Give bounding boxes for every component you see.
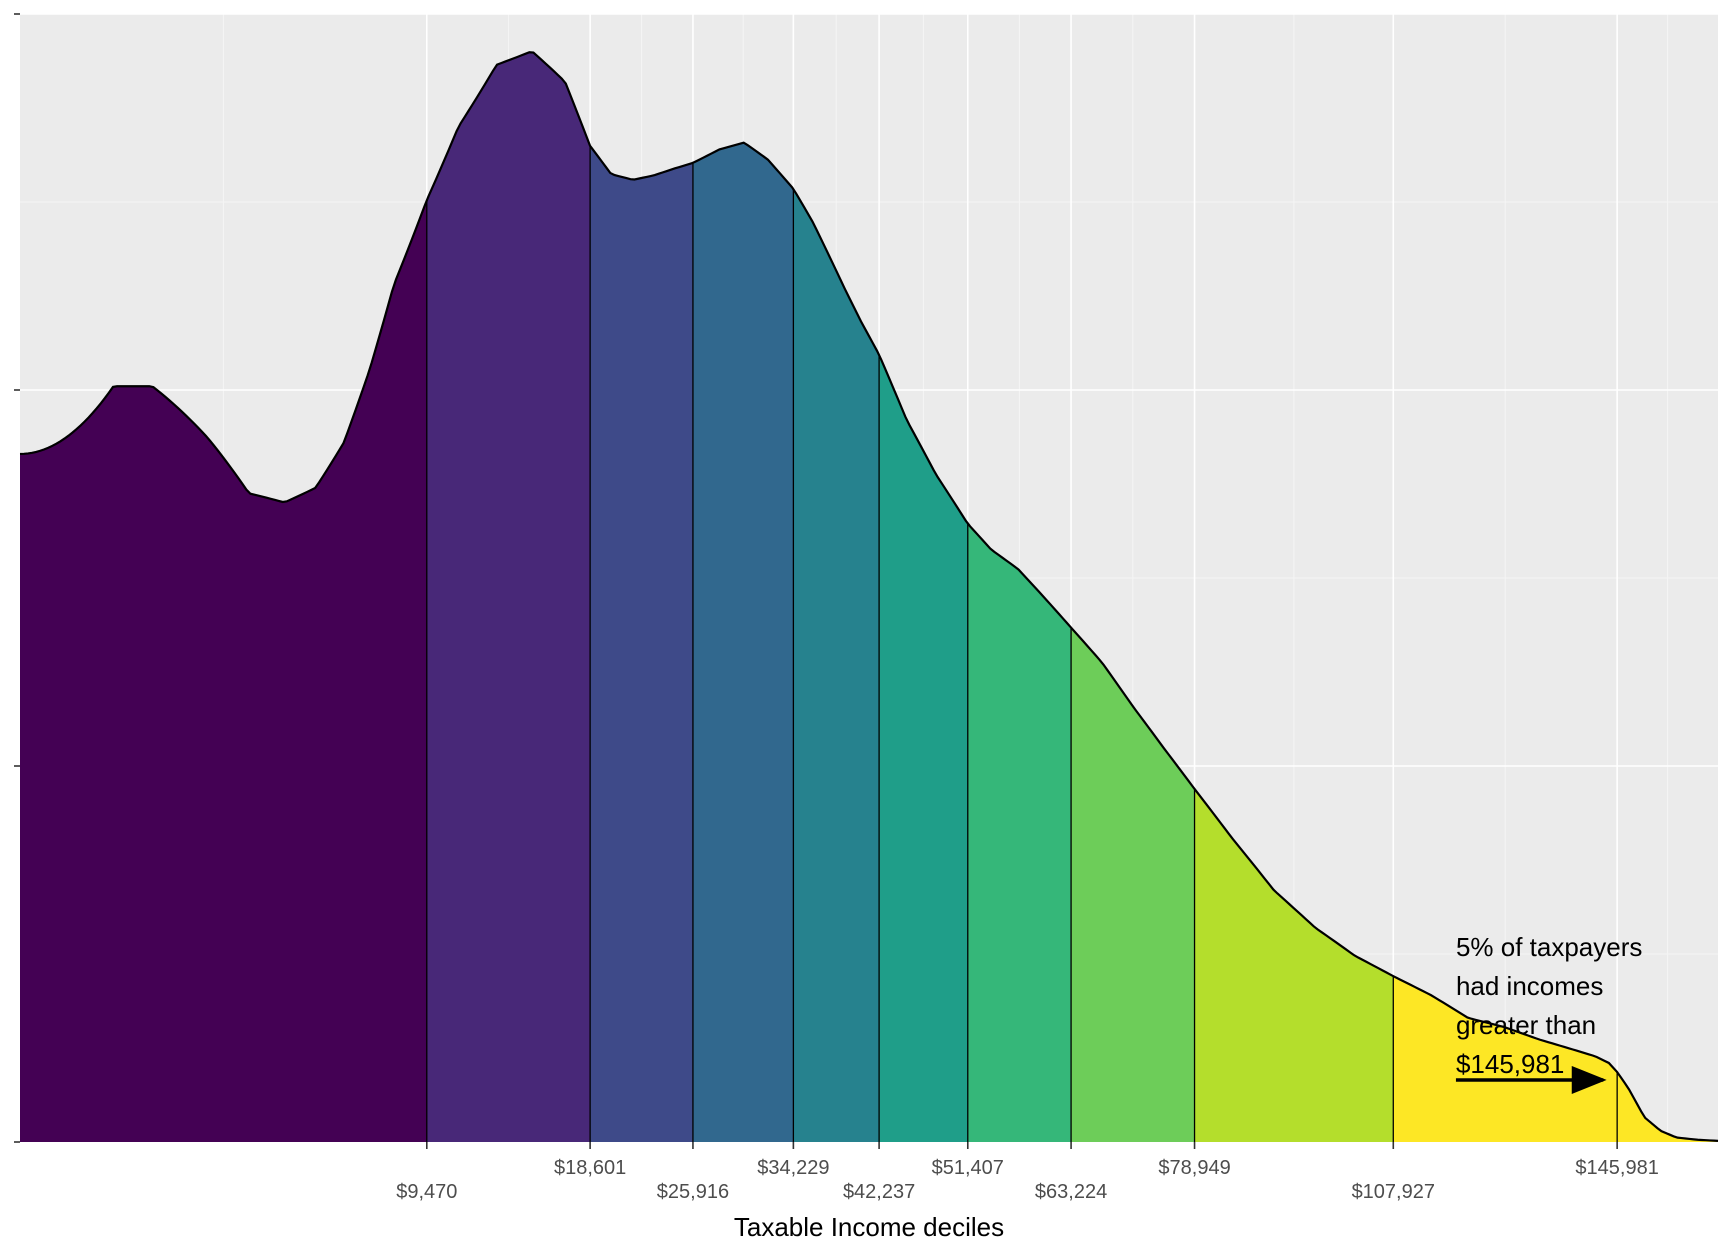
annotation-line: $145,981 <box>1456 1049 1564 1079</box>
x-tick-label: $18,601 <box>554 1157 626 1179</box>
decile-band <box>793 188 880 1142</box>
decile-band <box>1393 976 1618 1142</box>
annotation-line: greater than <box>1456 1010 1596 1040</box>
decile-band <box>692 142 794 1142</box>
decile-band <box>426 52 591 1142</box>
x-tick-label: $78,949 <box>1158 1157 1230 1179</box>
annotation-line: 5% of taxpayers <box>1456 932 1642 962</box>
x-tick-label: $63,224 <box>1035 1181 1107 1203</box>
decile-band <box>967 523 1072 1142</box>
annotation-line: had incomes <box>1456 971 1603 1001</box>
decile-band <box>879 354 968 1142</box>
decile-band <box>590 145 693 1142</box>
x-tick-labels: $9,470 $18,601 $25,916 $34,229 $42,237 $51,40… <box>396 1157 1659 1203</box>
decile-band <box>1194 788 1394 1142</box>
x-tick-label: $107,927 <box>1352 1181 1435 1203</box>
x-axis-title: Taxable Income deciles <box>734 1212 1004 1242</box>
decile-band <box>1071 627 1195 1142</box>
axis-ticks <box>14 13 1618 1149</box>
decile-bands <box>20 52 1718 1142</box>
x-tick-label: $51,407 <box>932 1157 1004 1179</box>
x-tick-label: $42,237 <box>843 1181 915 1203</box>
x-tick-label: $25,916 <box>657 1181 729 1203</box>
x-tick-label: $9,470 <box>396 1181 457 1203</box>
decile-band <box>1617 1072 1718 1142</box>
decile-band <box>20 200 427 1142</box>
x-tick-label: $34,229 <box>757 1157 829 1179</box>
x-tick-label: $145,981 <box>1575 1157 1658 1179</box>
density-outline <box>19 51 1719 1142</box>
annotation-text: 5% of taxpayers had incomes greater than $1… <box>1456 932 1642 1079</box>
decile-dividers <box>426 145 1618 1142</box>
